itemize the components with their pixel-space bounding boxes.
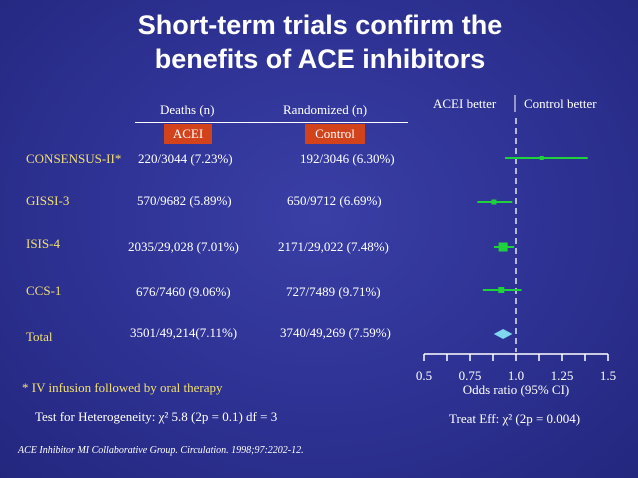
control-deaths: 3740/49,269 (7.59%) xyxy=(280,325,391,340)
acei-better-label: ACEI better xyxy=(433,96,497,111)
trial-name: CCS-1 xyxy=(26,283,62,298)
forest-plot: ACEI better Control better 0.5 0.75 1.0 1.2… xyxy=(416,95,616,397)
trial-name: Total xyxy=(26,329,53,344)
heterogeneity-test: Test for Heterogeneity: χ² 5.8 (2p = 0.1… xyxy=(35,409,278,424)
point-estimate xyxy=(498,287,505,293)
deaths-header: Deaths (n) xyxy=(160,102,215,117)
trial-name: GISSI-3 xyxy=(26,193,70,208)
footnote: * IV infusion followed by oral therapy xyxy=(22,380,223,395)
acei-deaths: 220/3044 (7.23%) xyxy=(138,151,233,166)
control-tag: Control xyxy=(305,124,365,144)
control-deaths: 650/9712 (6.69%) xyxy=(287,193,382,208)
randomized-header: Randomized (n) xyxy=(283,102,368,117)
title-line-1: Short-term trials confirm the xyxy=(137,10,503,40)
acei-deaths: 3501/49,214(7.11%) xyxy=(130,325,238,340)
title-line-2: benefits of ACE inhibitors xyxy=(154,44,486,74)
acei-tag: ACEI xyxy=(164,124,212,144)
control-deaths: 727/7489 (9.71%) xyxy=(286,284,381,299)
slide-title: Short-term trials confirm the benefits o… xyxy=(60,8,580,76)
x-axis-label: Odds ratio (95% CI) xyxy=(463,382,570,397)
x-axis-ticks: 0.5 0.75 1.0 1.25 1.5 xyxy=(416,354,616,383)
citation: ACE Inhibitor MI Collaborative Group. Ci… xyxy=(18,445,304,456)
header-divider xyxy=(135,122,408,123)
acei-deaths: 676/7460 (9.06%) xyxy=(136,284,231,299)
acei-deaths: 570/9682 (5.89%) xyxy=(137,193,232,208)
x-tick-label: 1.5 xyxy=(600,368,616,383)
trial-name: CONSENSUS-II* xyxy=(26,151,122,166)
forest-marks xyxy=(477,156,588,339)
x-tick-label: 1.25 xyxy=(551,368,574,383)
trial-name: ISIS-4 xyxy=(26,236,60,251)
x-tick-label: 0.5 xyxy=(416,368,432,383)
point-estimate xyxy=(539,156,544,160)
x-tick-label: 0.75 xyxy=(459,368,482,383)
x-tick-label: 1.0 xyxy=(508,368,524,383)
treatment-effect: Treat Eff: χ² (2p = 0.004) xyxy=(449,411,581,426)
control-better-label: Control better xyxy=(524,96,597,111)
control-deaths: 2171/29,022 (7.48%) xyxy=(278,239,389,254)
pooled-diamond xyxy=(493,329,513,339)
point-estimate xyxy=(498,242,508,252)
control-deaths: 192/3046 (6.30%) xyxy=(300,151,395,166)
point-estimate xyxy=(491,199,497,205)
acei-deaths: 2035/29,028 (7.01%) xyxy=(128,239,239,254)
